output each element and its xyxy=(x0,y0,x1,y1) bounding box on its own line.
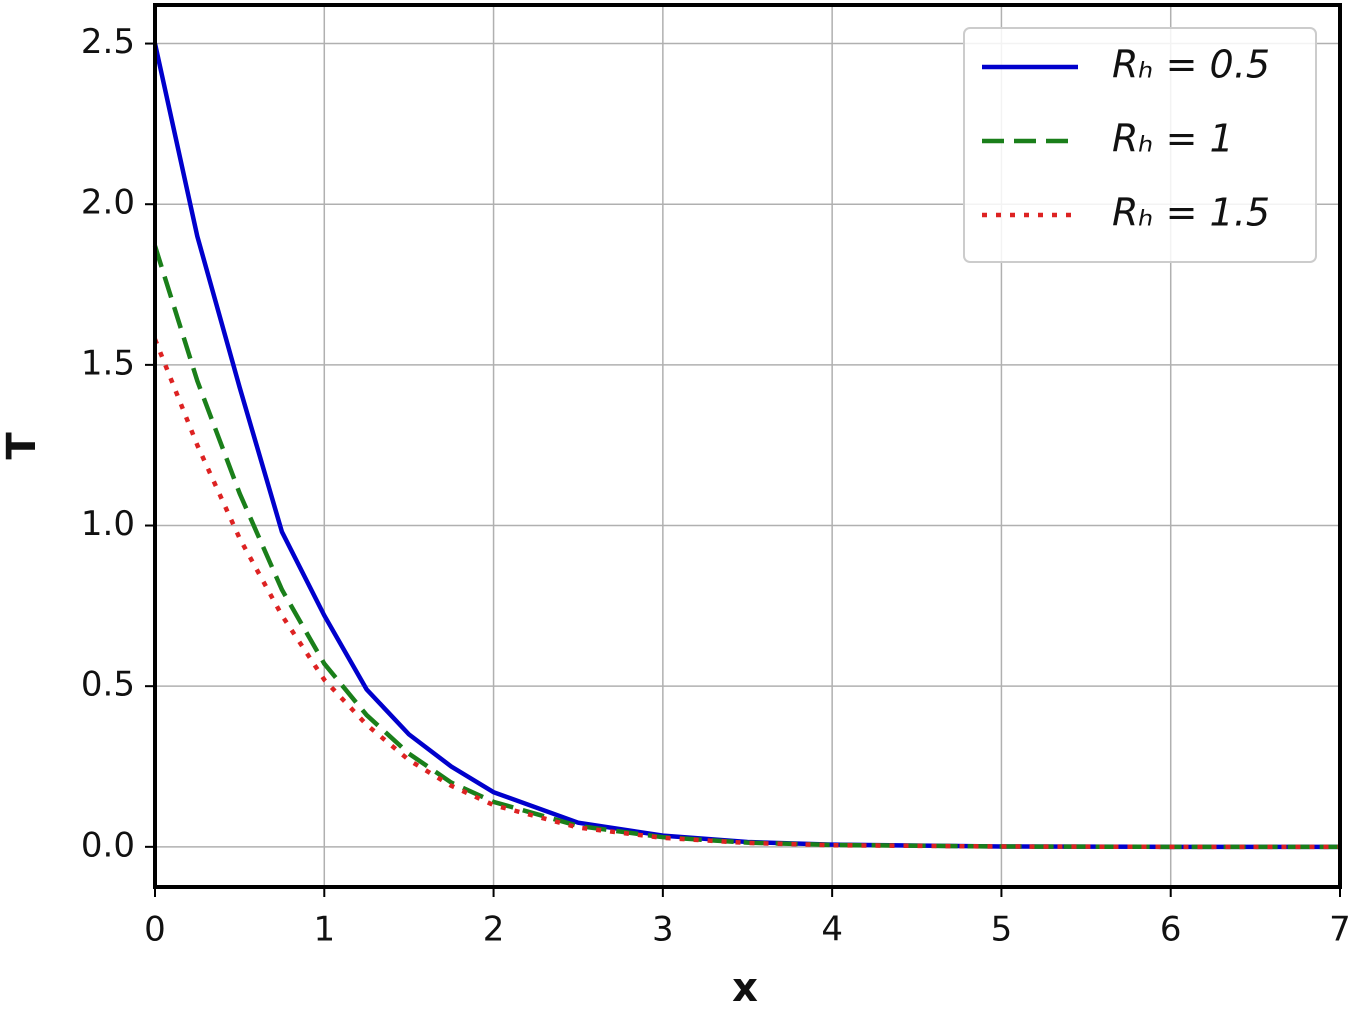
x-tick-label: 1 xyxy=(313,910,335,950)
x-tick-label: 3 xyxy=(652,910,674,950)
y-tick-label: 1.0 xyxy=(81,504,135,544)
y-tick-label: 2.5 xyxy=(81,22,135,62)
x-tick-label: 4 xyxy=(821,910,843,950)
y-tick-label: 1.5 xyxy=(81,343,135,383)
y-tick-label: 0.5 xyxy=(81,665,135,705)
legend-label: Rₕ = 1 xyxy=(1112,117,1234,161)
x-tick-label: 0 xyxy=(144,910,166,950)
x-tick-label: 2 xyxy=(483,910,505,950)
legend-label: Rₕ = 1.5 xyxy=(1112,191,1270,235)
x-tick-label: 7 xyxy=(1329,910,1351,950)
series-line xyxy=(152,245,1340,850)
x-tick-label: 6 xyxy=(1160,910,1182,950)
y-tick-label: 2.0 xyxy=(81,183,135,223)
y-tick-label: 0.0 xyxy=(81,825,135,865)
legend-label: Rₕ = 0.5 xyxy=(1112,43,1270,87)
plot-frame xyxy=(153,3,1342,889)
series-line xyxy=(152,338,1340,850)
legend: Rₕ = 0.5 Rₕ = 1 Rₕ = 1.5 xyxy=(963,27,1317,263)
legend-box xyxy=(963,27,1317,263)
x-tick-label: 5 xyxy=(991,910,1013,950)
x-axis-label: x xyxy=(732,965,758,1011)
y-axis-label: T xyxy=(0,432,45,460)
